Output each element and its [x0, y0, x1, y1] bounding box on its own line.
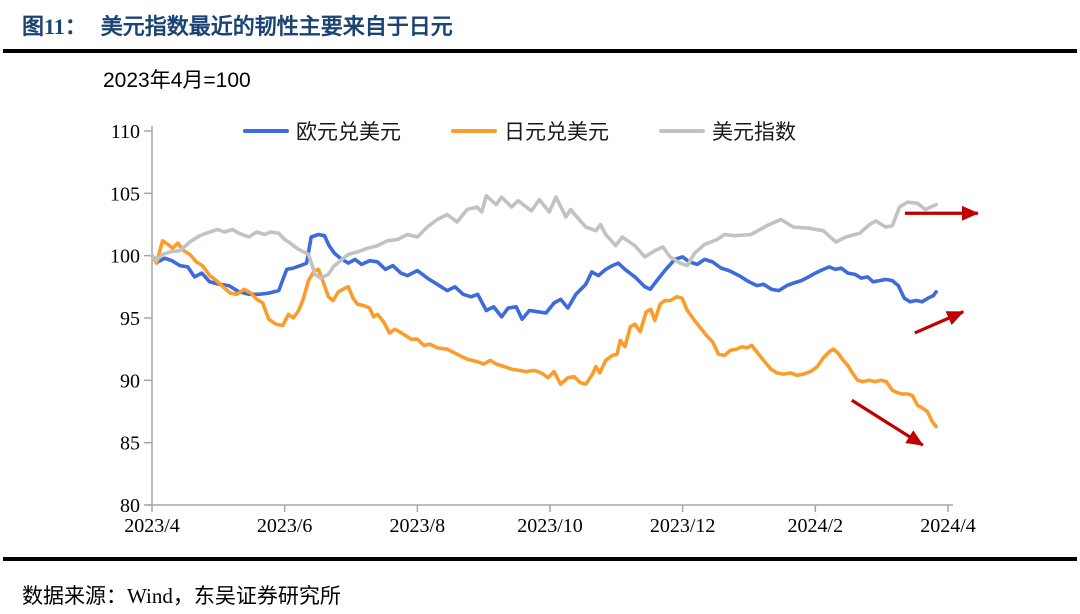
y-tick-label: 80: [120, 495, 140, 517]
chart-subtitle: 2023年4月=100: [103, 69, 251, 92]
trend-arrow-eurusd: [914, 310, 965, 335]
series-jpyusd-line: [150, 238, 938, 429]
legend-swatch-usdindex: [659, 129, 705, 133]
y-tick-label: 90: [120, 370, 140, 392]
x-tick-label: 2023/8: [390, 515, 446, 537]
legend-swatch-eurusd: [243, 129, 289, 133]
legend-label-usdindex: 美元指数: [712, 121, 796, 144]
series-usdindex-line: [150, 194, 938, 280]
trend-arrow-jpyusd: [850, 398, 924, 447]
legend-label-jpyusd: 日元兑美元: [504, 121, 609, 144]
figure-title-text: 美元指数最近的韧性主要来自于日元: [100, 14, 453, 39]
y-tick-label: 100: [110, 246, 140, 268]
figure-title: 图11： 美元指数最近的韧性主要来自于日元: [22, 9, 453, 41]
legend-item-usdindex: 美元指数: [659, 116, 796, 146]
x-tick-label: 2023/10: [517, 515, 583, 537]
y-tick-label: 85: [120, 433, 140, 455]
legend-swatch-jpyusd: [451, 129, 497, 133]
series-eurusd-line: [150, 232, 938, 321]
legend-item-eurusd: 欧元兑美元: [243, 116, 401, 146]
bottom-divider: [3, 557, 1077, 561]
x-tick-label: 2023/4: [124, 515, 180, 537]
y-tick-label: 110: [111, 121, 140, 143]
legend-item-jpyusd: 日元兑美元: [451, 116, 609, 146]
x-tick-label: 2023/12: [650, 515, 716, 537]
y-tick-label: 95: [120, 308, 140, 330]
y-tick-label: 105: [110, 183, 140, 205]
x-tick-label: 2024/4: [920, 515, 976, 537]
top-divider: [3, 49, 1077, 53]
data-source-note: 数据来源：Wind，东吴证券研究所: [22, 584, 341, 608]
x-tick-label: 2024/2: [788, 515, 844, 537]
legend-label-eurusd: 欧元兑美元: [296, 121, 401, 144]
figure-number: 图11：: [22, 14, 87, 39]
chart-legend: 欧元兑美元 日元兑美元 美元指数: [243, 116, 796, 146]
x-tick-label: 2023/6: [257, 515, 313, 537]
